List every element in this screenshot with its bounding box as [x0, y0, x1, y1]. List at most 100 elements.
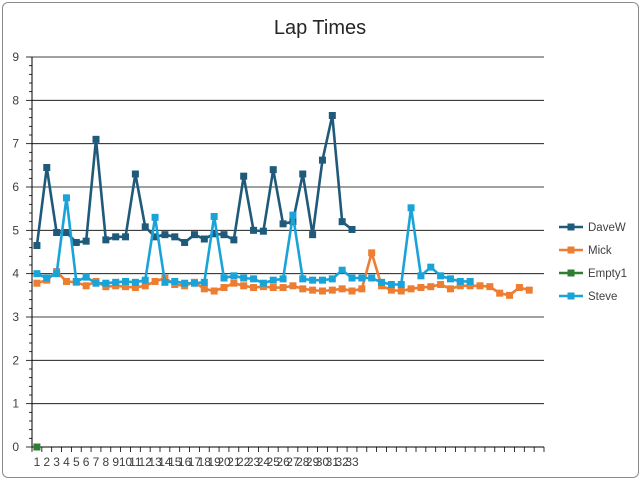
x-tick-label: 27 — [286, 455, 300, 469]
data-point — [151, 213, 159, 221]
y-tick-label: 4 — [12, 267, 19, 281]
legend-entry: Steve — [559, 291, 617, 303]
data-point — [348, 287, 356, 295]
data-point — [250, 226, 258, 234]
data-point — [72, 277, 80, 285]
data-point — [230, 272, 238, 280]
data-point — [220, 231, 228, 239]
data-point — [82, 282, 90, 290]
y-tick-label: 2 — [12, 353, 19, 367]
data-point — [466, 282, 474, 290]
x-tick-label: 4 — [63, 455, 70, 469]
x-tick-label: 24 — [257, 455, 271, 469]
data-point — [259, 227, 267, 235]
data-point — [299, 275, 307, 283]
data-point — [210, 212, 218, 220]
data-point — [299, 170, 307, 178]
legend-label: Empty1 — [588, 268, 627, 280]
data-point — [102, 236, 110, 244]
x-tick-label: 11 — [129, 455, 142, 469]
data-point — [33, 270, 41, 278]
data-point — [348, 225, 356, 233]
data-point — [318, 276, 326, 284]
series-empty1 — [33, 443, 41, 451]
data-point — [92, 279, 100, 287]
data-point — [33, 443, 41, 451]
y-tick-label: 7 — [12, 137, 19, 151]
data-point — [53, 270, 61, 278]
data-point — [397, 287, 405, 295]
data-point — [476, 282, 484, 290]
data-point — [122, 233, 130, 241]
data-point — [358, 274, 366, 282]
data-point — [387, 286, 395, 294]
data-point — [171, 277, 179, 285]
x-tick-label: 3 — [53, 455, 60, 469]
data-point — [328, 275, 336, 283]
y-tick-label: 6 — [12, 180, 19, 194]
data-point — [259, 279, 267, 287]
data-point — [131, 284, 139, 292]
data-point — [417, 284, 425, 292]
data-point — [200, 278, 208, 286]
legend-label: Steve — [588, 291, 617, 303]
legend-marker — [567, 223, 575, 231]
data-point — [437, 281, 445, 288]
data-point — [200, 235, 208, 243]
data-point — [338, 218, 346, 226]
legend-label: Mick — [588, 245, 612, 257]
legend-marker — [567, 292, 575, 300]
data-point — [407, 285, 415, 293]
y-tick-label: 5 — [12, 223, 19, 237]
x-tick-label: 10 — [119, 455, 133, 469]
data-point — [102, 279, 110, 287]
data-point — [112, 278, 120, 286]
data-point — [161, 231, 169, 239]
data-point — [289, 282, 297, 290]
data-point — [62, 229, 70, 236]
x-tick-label: 13 — [148, 455, 162, 469]
data-point — [525, 286, 533, 294]
legend-marker — [567, 269, 575, 277]
data-point — [309, 231, 317, 239]
data-point — [161, 278, 169, 286]
x-tick-label: 15 — [168, 455, 182, 469]
x-tick-label: 23 — [247, 455, 261, 469]
data-point — [151, 233, 159, 241]
data-point — [289, 211, 297, 219]
data-point — [141, 276, 149, 284]
x-tick-label: 2 — [43, 455, 50, 469]
data-point — [72, 238, 80, 246]
x-tick-label: 33 — [345, 455, 359, 469]
data-point — [338, 266, 346, 274]
data-point — [151, 277, 159, 285]
x-tick-label: 31 — [326, 455, 340, 469]
x-tick-label: 9 — [112, 455, 119, 469]
data-point — [486, 283, 494, 291]
chart-title: Lap Times — [274, 17, 366, 39]
data-point — [33, 279, 41, 287]
data-point — [358, 285, 366, 293]
x-tick-label: 6 — [83, 455, 90, 469]
x-tick-label: 8 — [103, 455, 110, 469]
legend-entry: Mick — [559, 245, 612, 257]
data-point — [407, 204, 415, 212]
x-tick-label: 32 — [335, 455, 349, 469]
data-point — [446, 275, 454, 283]
data-point — [62, 194, 70, 202]
data-point — [250, 284, 258, 292]
data-point — [122, 277, 130, 285]
data-point — [240, 282, 248, 290]
data-point — [171, 233, 179, 241]
data-point — [220, 274, 228, 282]
y-tick-label: 8 — [12, 93, 19, 107]
legend-entry: DaveW — [559, 222, 626, 234]
data-point — [446, 285, 454, 293]
data-point — [309, 276, 317, 284]
data-point — [190, 231, 198, 239]
data-point — [200, 285, 208, 293]
series-group — [33, 112, 533, 451]
